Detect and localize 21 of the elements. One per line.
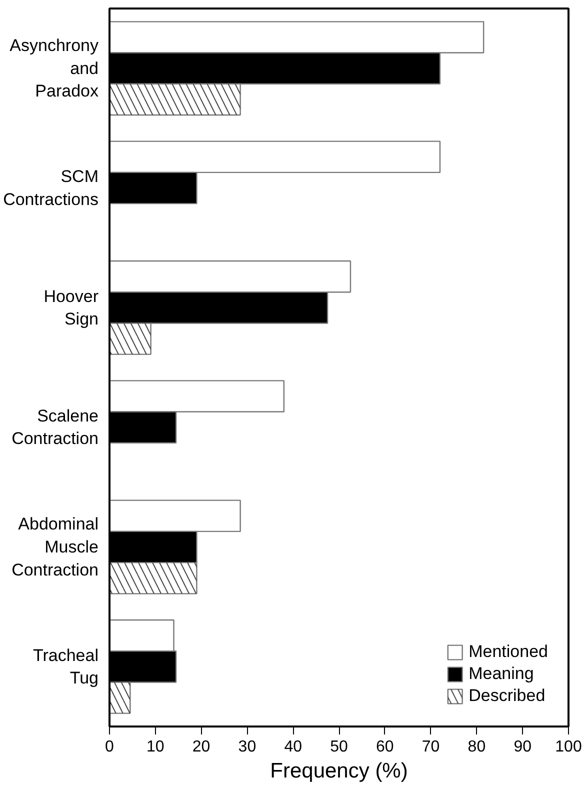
y-tick-label: Hoover Sign bbox=[44, 286, 99, 329]
x-axis-title: Frequency (%) bbox=[270, 760, 408, 782]
y-tick-label: SCM Contractions bbox=[3, 167, 99, 209]
x-tick-label: 0 bbox=[105, 738, 114, 756]
x-tick-label: 100 bbox=[555, 738, 582, 756]
legend-label: Described bbox=[468, 686, 546, 706]
x-tick-label: 40 bbox=[284, 738, 302, 756]
y-tick-label: Asynchrony and Paradox bbox=[10, 36, 99, 101]
x-tick-label: 70 bbox=[422, 738, 440, 756]
x-tick-label: 60 bbox=[376, 738, 394, 756]
x-tick-label: 20 bbox=[192, 738, 210, 756]
x-tick-label: 80 bbox=[468, 738, 486, 756]
x-tick-label: 30 bbox=[238, 738, 256, 756]
legend-label: Meaning bbox=[468, 664, 534, 684]
x-tick-label: 90 bbox=[514, 738, 532, 756]
y-tick-label: Abdominal Muscle Contraction bbox=[12, 514, 99, 580]
x-tick-label: 10 bbox=[146, 738, 164, 756]
x-tick-label: 50 bbox=[330, 738, 348, 756]
y-tick-label: Tracheal Tug bbox=[32, 646, 99, 688]
legend-label: Mentioned bbox=[468, 642, 548, 662]
y-tick-label: Scalene Contraction bbox=[12, 406, 99, 448]
